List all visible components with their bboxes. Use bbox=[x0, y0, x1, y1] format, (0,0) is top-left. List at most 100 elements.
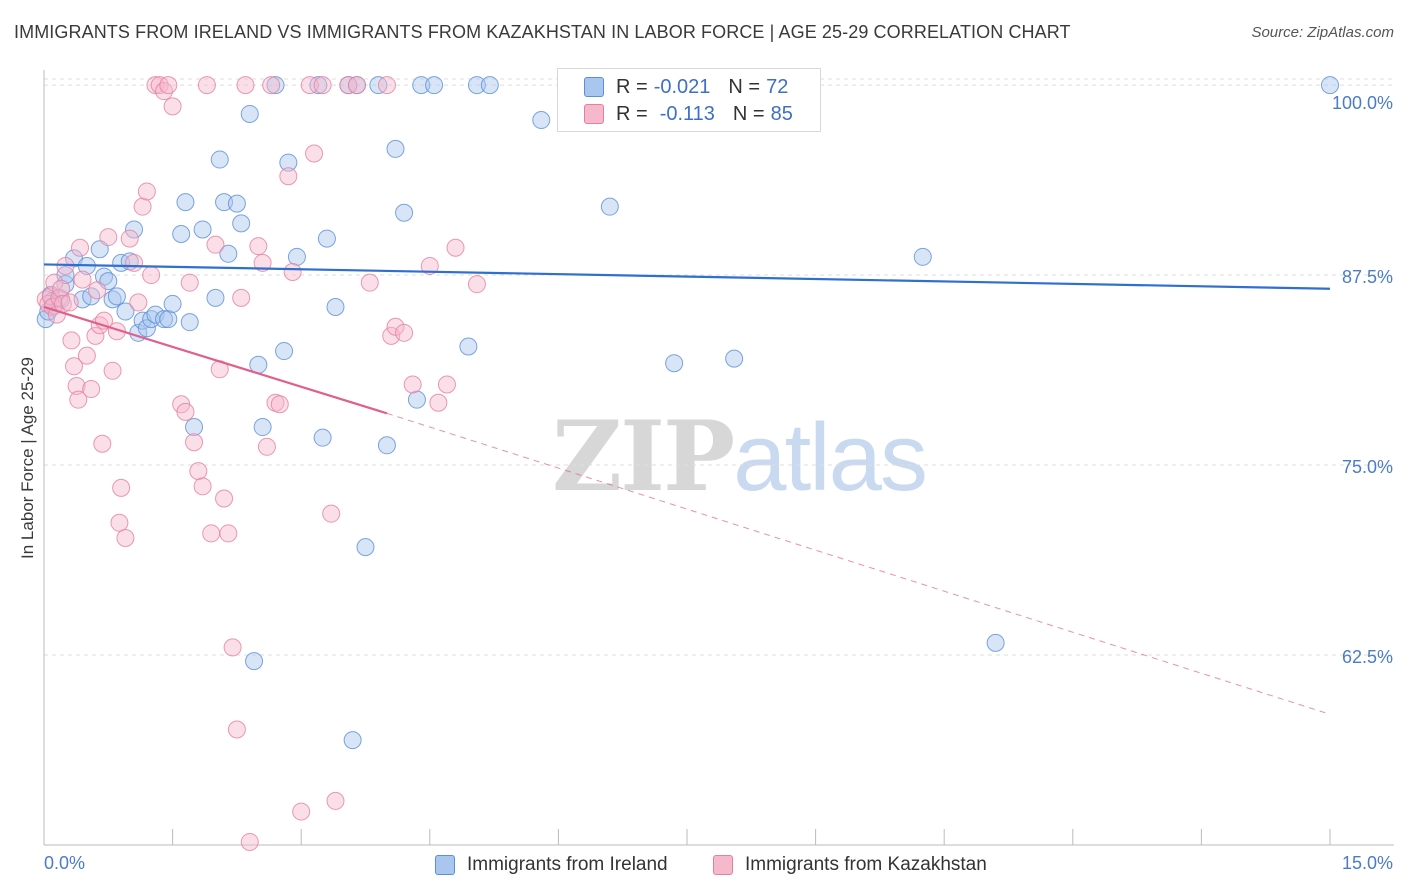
point-kazakhstan bbox=[197, 76, 216, 95]
point-kazakhstan bbox=[71, 238, 90, 257]
point-ireland bbox=[215, 193, 234, 212]
legend-n-label: N = bbox=[732, 102, 765, 125]
point-ireland bbox=[386, 139, 405, 158]
point-kazakhstan bbox=[62, 331, 81, 350]
point-kazakhstan bbox=[429, 393, 448, 412]
point-ireland bbox=[313, 428, 332, 447]
bottom-legend-swatch-ireland bbox=[435, 855, 455, 875]
point-kazakhstan bbox=[313, 76, 332, 95]
point-kazakhstan bbox=[446, 238, 465, 257]
watermark-atlas: atlas bbox=[733, 404, 928, 511]
x-tick-label-max: 15.0% bbox=[1342, 853, 1393, 873]
chart-title: IMMIGRANTS FROM IRELAND VS IMMIGRANTS FR… bbox=[14, 22, 1071, 42]
point-ireland bbox=[356, 538, 375, 557]
point-kazakhstan bbox=[103, 361, 122, 380]
point-ireland bbox=[279, 153, 298, 172]
grid-lines bbox=[44, 78, 1394, 656]
trend-line-kazakhstan-extension bbox=[386, 412, 1331, 715]
point-kazakhstan bbox=[292, 802, 311, 821]
legend-n-value-kazakhstan: 85 bbox=[770, 102, 793, 125]
bottom-legend-kazakhstan: Immigrants from Kazakhstan bbox=[713, 852, 987, 878]
y-tick-labels: 62.5% 75.0% 87.5% 100.0% bbox=[1332, 93, 1393, 667]
point-kazakhstan bbox=[377, 76, 396, 95]
point-ireland bbox=[459, 337, 478, 356]
point-kazakhstan bbox=[219, 524, 238, 543]
point-ireland bbox=[343, 731, 362, 750]
point-kazakhstan bbox=[326, 791, 345, 810]
point-kazakhstan bbox=[69, 390, 88, 409]
point-kazakhstan bbox=[232, 288, 251, 307]
point-ireland bbox=[253, 418, 272, 437]
point-ireland bbox=[377, 436, 396, 455]
point-kazakhstan bbox=[420, 256, 439, 275]
bottom-legend-swatch-kazakhstan bbox=[713, 855, 733, 875]
point-ireland bbox=[467, 76, 486, 95]
point-kazakhstan bbox=[180, 273, 199, 292]
y-tick-label: 75.0% bbox=[1342, 457, 1393, 477]
y-tick-label: 100.0% bbox=[1332, 93, 1393, 113]
point-ireland bbox=[412, 76, 431, 95]
point-kazakhstan bbox=[215, 489, 234, 508]
point-ireland bbox=[407, 390, 426, 409]
point-kazakhstan bbox=[159, 76, 178, 95]
point-kazakhstan bbox=[112, 478, 131, 497]
legend-n-value-ireland: 72 bbox=[766, 75, 789, 98]
point-kazakhstan bbox=[467, 275, 486, 294]
point-kazakhstan bbox=[227, 720, 246, 739]
x-ticks bbox=[43, 829, 1331, 845]
legend: R = -0.021 N = 72 R = -0.113 N = 85 bbox=[557, 68, 821, 132]
watermark-zip: ZIP bbox=[552, 400, 735, 513]
point-kazakhstan bbox=[73, 270, 92, 289]
point-kazakhstan bbox=[236, 76, 255, 95]
point-ireland bbox=[600, 197, 619, 216]
point-ireland bbox=[116, 302, 135, 321]
point-kazakhstan bbox=[300, 76, 319, 95]
point-ireland bbox=[480, 76, 499, 95]
point-ireland bbox=[287, 247, 306, 266]
point-kazakhstan bbox=[279, 167, 298, 186]
point-kazakhstan bbox=[249, 237, 268, 256]
point-ireland bbox=[913, 247, 932, 266]
point-ireland bbox=[137, 319, 156, 338]
point-ireland bbox=[90, 240, 109, 259]
point-kazakhstan bbox=[163, 97, 182, 116]
bottom-legend-label-ireland: Immigrants from Ireland bbox=[467, 854, 668, 875]
trend-line-kazakhstan bbox=[43, 305, 388, 415]
point-kazakhstan bbox=[116, 528, 135, 547]
point-kazakhstan bbox=[77, 346, 96, 365]
bottom-legend-ireland: Immigrants from Ireland bbox=[435, 852, 668, 878]
point-kazakhstan bbox=[133, 197, 152, 216]
point-kazakhstan bbox=[65, 357, 84, 376]
point-ireland bbox=[275, 342, 294, 361]
point-ireland bbox=[193, 220, 212, 239]
point-kazakhstan bbox=[403, 375, 422, 394]
legend-r-value-kazakhstan: -0.113 bbox=[659, 102, 715, 125]
point-kazakhstan bbox=[253, 253, 272, 272]
point-ireland bbox=[317, 229, 336, 248]
point-ireland bbox=[185, 418, 204, 437]
watermark: ZIPatlas bbox=[552, 400, 928, 513]
point-kazakhstan bbox=[125, 253, 144, 272]
bottom-legend-label-kazakhstan: Immigrants from Kazakhstan bbox=[745, 854, 987, 875]
point-kazakhstan bbox=[142, 266, 161, 285]
point-ireland bbox=[326, 297, 345, 316]
series-ireland bbox=[36, 76, 1339, 750]
point-kazakhstan bbox=[52, 279, 71, 298]
legend-r-label: R = bbox=[616, 75, 648, 98]
point-ireland bbox=[266, 76, 285, 95]
trend-line-ireland bbox=[43, 263, 1331, 290]
point-kazakhstan bbox=[283, 263, 302, 282]
point-ireland bbox=[176, 193, 195, 212]
point-kazakhstan bbox=[60, 293, 79, 312]
legend-row-kazakhstan: R = -0.113 N = 85 bbox=[558, 101, 793, 127]
trend-lines bbox=[43, 263, 1331, 715]
point-kazakhstan bbox=[82, 380, 101, 399]
point-kazakhstan bbox=[86, 326, 105, 345]
point-kazakhstan bbox=[270, 395, 289, 414]
point-kazakhstan bbox=[120, 229, 139, 248]
point-ireland bbox=[206, 288, 225, 307]
legend-row-ireland: R = -0.021 N = 72 bbox=[558, 74, 788, 100]
point-kazakhstan bbox=[185, 433, 204, 452]
point-ireland bbox=[665, 354, 684, 373]
